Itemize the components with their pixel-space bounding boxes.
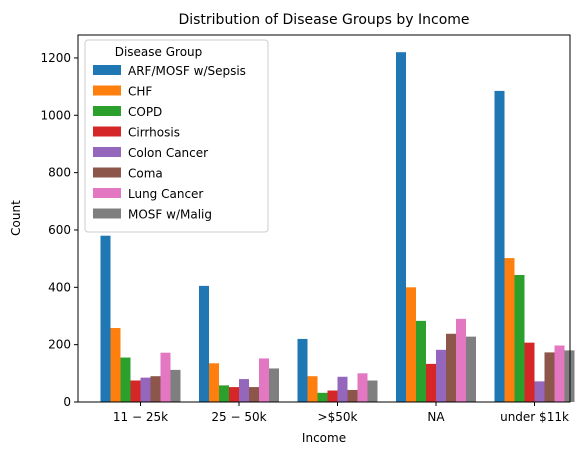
bar [229, 387, 239, 402]
bar [297, 338, 308, 402]
y-tick-label: 400 [48, 280, 71, 294]
legend-swatch [93, 126, 121, 137]
chart-title: Distribution of Disease Groups by Income [178, 12, 469, 28]
legend-title: Disease Group [115, 45, 203, 59]
bar [209, 363, 219, 402]
legend-swatch [93, 147, 121, 157]
plot-frame [77, 34, 571, 403]
bar [160, 352, 171, 402]
bar [466, 336, 476, 402]
bar [259, 358, 269, 402]
legend-label: ARF/MOSF w/Sepsis [128, 64, 246, 78]
x-tick-label: 25 − 50k [211, 410, 266, 424]
y-axis-label: Count [9, 200, 23, 236]
bars-layer [100, 52, 575, 402]
bar [140, 377, 151, 402]
bar [367, 380, 378, 402]
bar [504, 258, 515, 402]
legend-label: Cirrhosis [128, 126, 180, 140]
legend-swatch [93, 208, 121, 219]
bar [396, 52, 406, 402]
bar [406, 287, 416, 402]
y-tick-label: 1200 [40, 51, 71, 65]
bar [524, 342, 535, 402]
bar [239, 379, 249, 402]
bar [307, 376, 318, 402]
bar [327, 390, 338, 402]
legend-swatch [93, 167, 121, 178]
x-tick-label: under $11k [500, 410, 569, 424]
bar [120, 357, 131, 402]
bar [100, 235, 111, 402]
legend-label: Colon Cancer [128, 146, 208, 160]
bar [357, 373, 368, 402]
bar [494, 90, 505, 402]
y-tick-label: 800 [48, 166, 71, 180]
bar [514, 274, 525, 402]
bar [199, 285, 209, 402]
legend-swatch [93, 85, 121, 96]
x-tick-label: >$50k [318, 410, 358, 424]
bar [347, 389, 358, 402]
bar [446, 333, 456, 402]
y-tick-label: 0 [63, 395, 71, 409]
bar [269, 368, 279, 402]
legend-box [84, 39, 269, 233]
legend: Disease Group ARF/MOSF w/Sepsis CHF COPD Cir… [84, 39, 269, 233]
x-axis-label: Income [302, 431, 346, 445]
bar [534, 381, 545, 402]
x-tick-label: 11 − 25k [113, 410, 168, 424]
legend-label: COPD [128, 105, 162, 119]
legend-swatch [93, 188, 121, 198]
bar [337, 376, 348, 402]
bar [150, 376, 161, 402]
bar [317, 392, 328, 402]
bar [170, 369, 181, 402]
bar [436, 349, 446, 402]
bar [554, 345, 565, 402]
bar [110, 328, 121, 402]
y-tick-label: 600 [48, 223, 71, 237]
x-tick-label: NA [427, 410, 445, 424]
legend-swatch [93, 65, 121, 75]
bar [426, 363, 436, 402]
y-tick-label: 200 [48, 338, 71, 352]
bar [544, 352, 555, 402]
legend-label: CHF [128, 85, 152, 99]
legend-label: Coma [128, 167, 163, 181]
bar [456, 318, 466, 402]
x-axis: 11 − 25k 25 − 50k >$50k NA under $11k [113, 402, 569, 424]
bar [416, 320, 426, 402]
legend-swatch [93, 106, 121, 116]
bar [219, 385, 229, 402]
bar [130, 380, 141, 402]
bar [249, 387, 259, 402]
legend-label: Lung Cancer [128, 187, 203, 201]
y-tick-label: 1000 [40, 108, 71, 122]
legend-label: MOSF w/Malig [128, 208, 212, 222]
y-axis: 0 200 400 600 800 1000 1200 [40, 51, 78, 409]
